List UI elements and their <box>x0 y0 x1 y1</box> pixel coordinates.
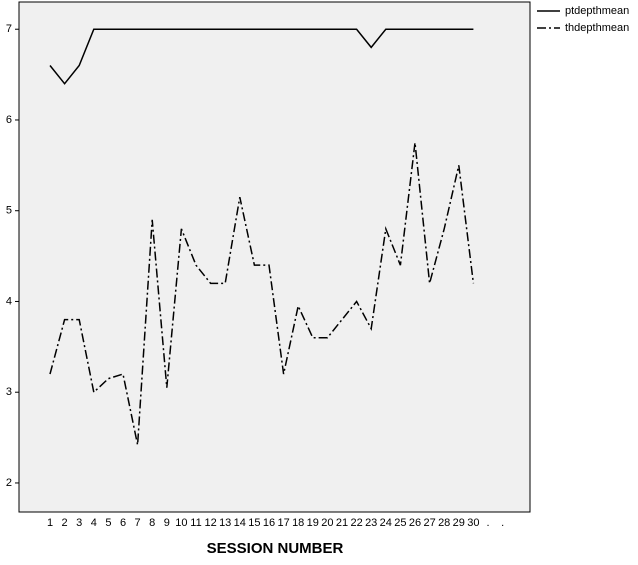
x-tick-label: 29 <box>453 517 465 529</box>
x-tick-label: . <box>501 517 504 529</box>
x-tick-label: 7 <box>135 517 141 529</box>
x-tick-label: 4 <box>91 517 97 529</box>
x-tick-label: 22 <box>350 517 362 529</box>
y-tick-label: 6 <box>6 114 12 126</box>
x-tick-label: 6 <box>120 517 126 529</box>
legend-label: ptdepthmean <box>565 5 629 17</box>
x-tick-label: 20 <box>321 517 333 529</box>
x-tick-label: 23 <box>365 517 377 529</box>
y-tick-label: 3 <box>6 386 12 398</box>
x-tick-label: 30 <box>467 517 479 529</box>
x-tick-label: 12 <box>204 517 216 529</box>
x-tick-label: 3 <box>76 517 82 529</box>
y-tick-label: 7 <box>6 23 12 35</box>
x-tick-label: 17 <box>277 517 289 529</box>
y-tick-label: 2 <box>6 477 12 489</box>
x-tick-label: 24 <box>380 517 392 529</box>
x-tick-label: 28 <box>438 517 450 529</box>
x-tick-label: 19 <box>307 517 319 529</box>
series-line <box>49 28 474 85</box>
x-tick-label: 2 <box>62 517 68 529</box>
x-tick-label: 16 <box>263 517 275 529</box>
x-tick-label: 15 <box>248 517 260 529</box>
x-tick-label: 10 <box>175 517 187 529</box>
x-tick-label: . <box>486 517 489 529</box>
y-tick-label: 4 <box>6 295 12 307</box>
x-tick-label: 13 <box>219 517 231 529</box>
x-tick-label: 26 <box>409 517 421 529</box>
legend-label: thdepthmean <box>565 22 629 34</box>
x-tick-label: 27 <box>423 517 435 529</box>
x-tick-label: 21 <box>336 517 348 529</box>
x-tick-label: 11 <box>190 517 201 529</box>
x-tick-label: 9 <box>164 517 170 529</box>
x-axis-title: SESSION NUMBER <box>207 540 344 557</box>
x-tick-label: 1 <box>47 517 53 529</box>
x-tick-label: 5 <box>105 517 111 529</box>
series-line <box>49 142 475 445</box>
x-tick-label: 18 <box>292 517 304 529</box>
x-tick-label: 25 <box>394 517 406 529</box>
plot-area <box>18 1 531 513</box>
y-tick-label: 5 <box>6 205 12 217</box>
x-tick-label: 8 <box>149 517 155 529</box>
x-tick-label: 14 <box>234 517 246 529</box>
